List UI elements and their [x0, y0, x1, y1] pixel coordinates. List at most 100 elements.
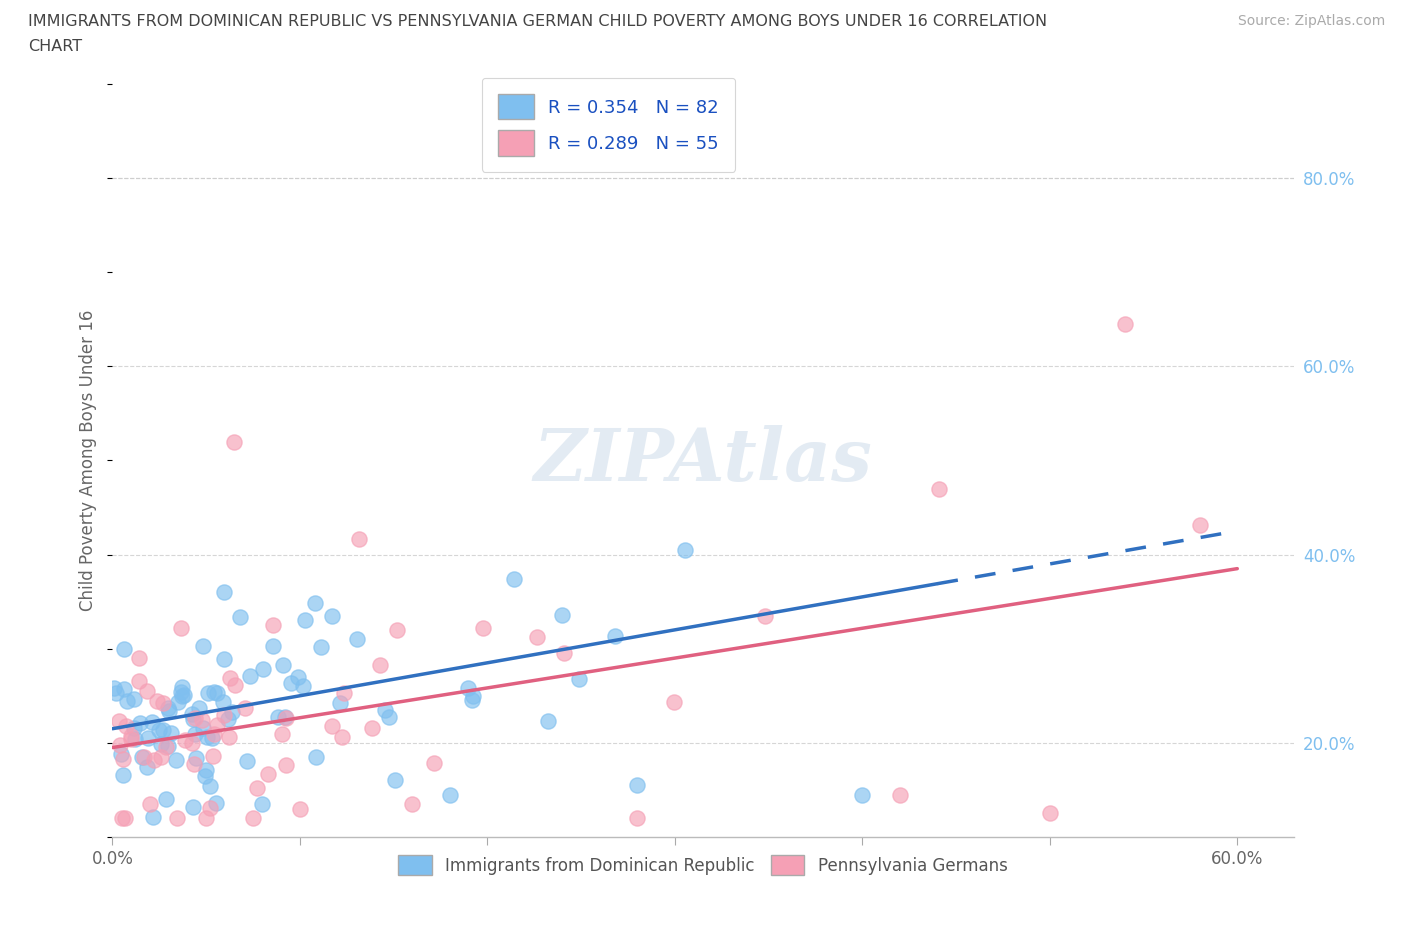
Point	[1114, 316, 1136, 331]
Point	[128, 716, 150, 731]
Point	[218, 729, 240, 744]
Point	[626, 811, 648, 826]
Point	[188, 700, 211, 715]
Point	[198, 801, 221, 816]
Point	[160, 725, 183, 740]
Point	[202, 684, 225, 699]
Point	[112, 751, 135, 766]
Point	[328, 696, 350, 711]
Point	[457, 681, 479, 696]
Point	[461, 688, 484, 703]
Point	[292, 678, 315, 693]
Point	[131, 750, 153, 764]
Point	[368, 658, 391, 672]
Point	[274, 710, 297, 724]
Point	[181, 800, 204, 815]
Point	[423, 755, 446, 770]
Point	[246, 781, 269, 796]
Point	[236, 753, 259, 768]
Point	[229, 610, 252, 625]
Point	[218, 671, 240, 686]
Point	[212, 652, 235, 667]
Text: ZIPAtlas: ZIPAtlas	[534, 425, 872, 496]
Point	[551, 607, 574, 622]
Point	[181, 736, 204, 751]
Point	[1039, 806, 1062, 821]
Point	[526, 630, 548, 644]
Point	[112, 682, 135, 697]
Point	[205, 795, 228, 810]
Point	[257, 766, 280, 781]
Point	[114, 811, 136, 826]
Point	[553, 645, 575, 660]
Point	[202, 749, 225, 764]
Point	[928, 481, 950, 496]
Text: CHART: CHART	[28, 39, 82, 54]
Point	[134, 750, 156, 764]
Point	[195, 811, 218, 826]
Point	[148, 723, 170, 737]
Point	[662, 695, 685, 710]
Point	[155, 739, 177, 754]
Point	[439, 787, 461, 802]
Point	[195, 729, 218, 744]
Point	[114, 718, 136, 733]
Point	[191, 638, 214, 653]
Point	[128, 673, 150, 688]
Point	[165, 752, 187, 767]
Text: Source: ZipAtlas.com: Source: ZipAtlas.com	[1237, 14, 1385, 28]
Point	[626, 777, 648, 792]
Point	[198, 779, 221, 794]
Point	[149, 737, 172, 751]
Point	[851, 787, 873, 802]
Point	[212, 708, 235, 723]
Point	[191, 721, 214, 736]
Point	[170, 620, 193, 635]
Point	[374, 703, 396, 718]
Point	[115, 694, 138, 709]
Point	[139, 797, 162, 812]
Point	[194, 769, 217, 784]
Point	[191, 712, 214, 727]
Point	[173, 687, 195, 702]
Point	[271, 727, 294, 742]
Legend: Immigrants from Dominican Republic, Pennsylvania Germans: Immigrants from Dominican Republic, Penn…	[392, 849, 1014, 882]
Point	[170, 684, 193, 699]
Point	[330, 729, 353, 744]
Point	[252, 797, 274, 812]
Point	[135, 684, 157, 698]
Point	[157, 703, 180, 718]
Point	[274, 757, 297, 772]
Point	[242, 811, 264, 826]
Point	[224, 434, 246, 449]
Point	[201, 730, 224, 745]
Point	[150, 750, 173, 764]
Point	[135, 760, 157, 775]
Point	[347, 532, 370, 547]
Point	[605, 629, 627, 644]
Point	[233, 700, 256, 715]
Point	[377, 710, 399, 724]
Point	[536, 714, 558, 729]
Point	[471, 621, 494, 636]
Point	[754, 609, 776, 624]
Point	[156, 700, 179, 715]
Point	[360, 721, 382, 736]
Point	[271, 658, 294, 672]
Point	[142, 752, 165, 767]
Point	[146, 694, 169, 709]
Point	[124, 732, 146, 747]
Point	[889, 787, 911, 802]
Point	[105, 686, 128, 701]
Point	[103, 681, 125, 696]
Point	[304, 595, 326, 610]
Y-axis label: Child Poverty Among Boys Under 16: Child Poverty Among Boys Under 16	[79, 310, 97, 611]
Point	[111, 767, 134, 782]
Point	[280, 675, 302, 690]
Point	[1188, 518, 1211, 533]
Point	[166, 811, 188, 826]
Point	[152, 696, 174, 711]
Point	[112, 642, 135, 657]
Point	[174, 732, 197, 747]
Point	[172, 689, 194, 704]
